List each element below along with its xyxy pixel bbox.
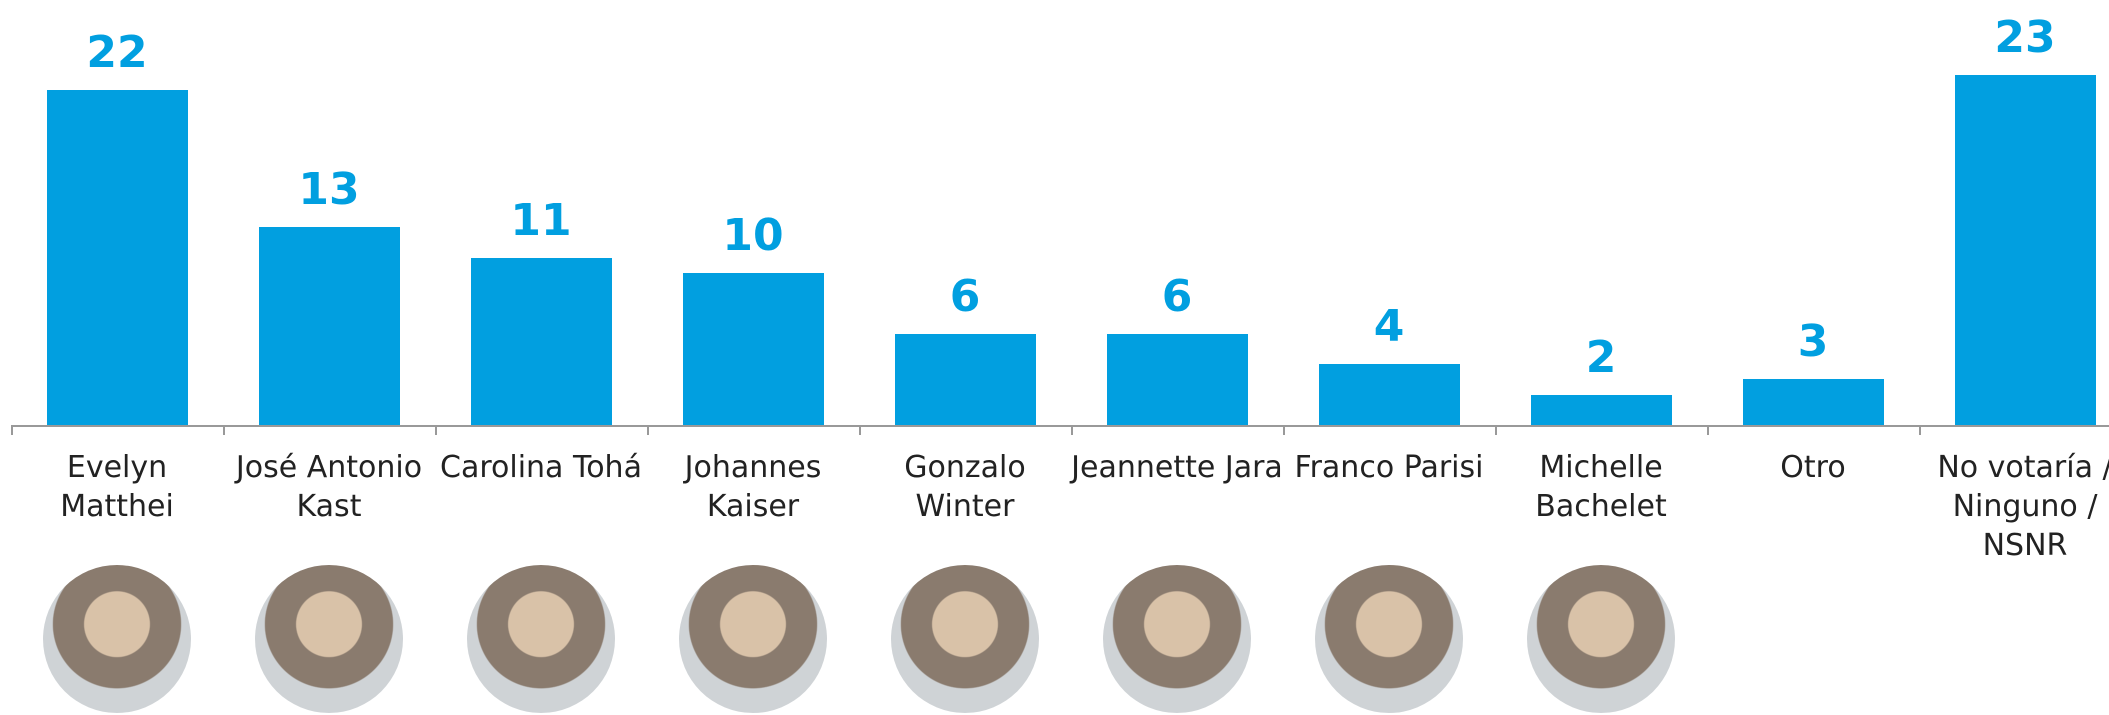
candidate-photo [1315,565,1463,713]
x-tick [1071,425,1073,435]
x-tick [223,425,225,435]
bar [47,90,188,425]
x-tick-label: Otro [1707,448,1919,487]
candidate-photo [679,565,827,713]
value-label: 10 [647,211,859,261]
bar [1743,379,1884,425]
x-tick-label: Michelle Bachelet [1495,448,1707,526]
bar [1107,334,1248,425]
value-label: 13 [223,165,435,215]
value-label: 3 [1707,317,1919,367]
x-tick [1919,425,1921,435]
value-label: 23 [1919,13,2109,63]
value-label: 2 [1495,333,1707,383]
bar [1955,75,2096,425]
x-tick-label: Evelyn Matthei [11,448,223,526]
chart: 22 Evelyn Matthei 13 José Antonio Kast 11 Car… [0,0,2109,715]
x-tick-label: Gonzalo Winter [859,448,1071,526]
x-tick-label: Jeannette Jara [1071,448,1283,487]
value-label: 6 [1071,272,1283,322]
x-tick [1707,425,1709,435]
x-tick-label: Franco Parisi [1283,448,1495,487]
bar [259,227,400,425]
candidate-photo [43,565,191,713]
x-tick [1283,425,1285,435]
x-tick-label: Johannes Kaiser [647,448,859,526]
value-label: 6 [859,272,1071,322]
x-tick [11,425,13,435]
x-tick [859,425,861,435]
candidate-photo [467,565,615,713]
bar [1531,395,1672,425]
x-tick [435,425,437,435]
candidate-photo [891,565,1039,713]
x-tick [1495,425,1497,435]
candidate-photo [1527,565,1675,713]
value-label: 11 [435,196,647,246]
candidate-photo [255,565,403,713]
candidate-photo [1103,565,1251,713]
x-tick-label: Carolina Tohá [435,448,647,487]
value-label: 22 [11,28,223,78]
x-tick-label: No votaría / Ninguno / NSNR [1919,448,2109,565]
bar [683,273,824,425]
x-tick-label: José Antonio Kast [223,448,435,526]
x-axis-line [11,425,2109,427]
bar [895,334,1036,425]
x-tick [647,425,649,435]
value-label: 4 [1283,302,1495,352]
bar [471,258,612,425]
bar [1319,364,1460,425]
